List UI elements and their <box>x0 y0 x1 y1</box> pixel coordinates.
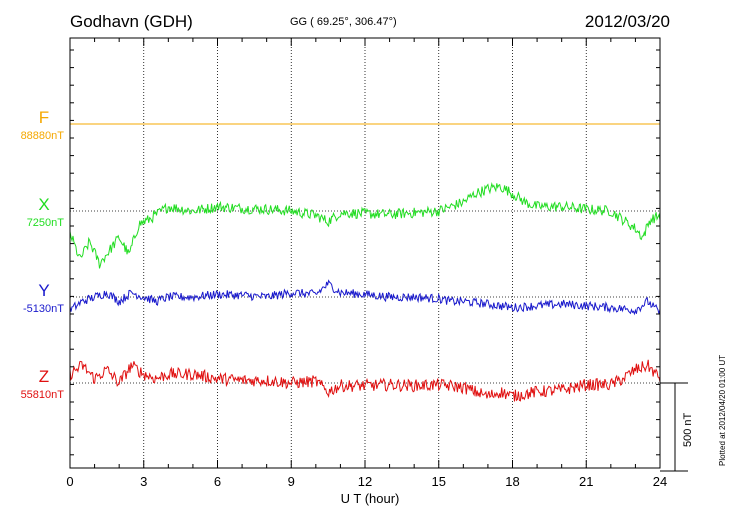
x-tick-label: 24 <box>653 474 667 489</box>
x-tick-label: 0 <box>66 474 73 489</box>
x-tick-label: 3 <box>140 474 147 489</box>
series-line-y <box>69 279 661 316</box>
axes-frame <box>69 37 661 469</box>
plotted-timestamp-note: Plotted at 2012/04/20 01:00 UT <box>718 354 727 466</box>
series-layer <box>69 123 661 402</box>
x-tick-label: 15 <box>432 474 446 489</box>
plot-frame <box>69 37 661 469</box>
series-line-x <box>69 182 661 269</box>
tick-marks <box>69 38 661 468</box>
scale-bar-label: 500 nT <box>682 412 694 447</box>
x-tick-label: 6 <box>214 474 221 489</box>
x-tick-label: 12 <box>358 474 372 489</box>
channel-baseline-y: -5130nT <box>23 303 64 315</box>
x-tick-label: 18 <box>505 474 519 489</box>
channel-baseline-x: 7250nT <box>26 217 64 229</box>
scale-bar <box>660 382 688 472</box>
x-tick-label: 21 <box>579 474 593 489</box>
x-axis-label: U T (hour) <box>340 491 400 506</box>
x-tick-labels: 0 3 6 9 12 15 18 21 24 <box>66 474 667 489</box>
channel-baseline-z: 55810nT <box>20 389 64 401</box>
channel-baseline-f: 88880nT <box>20 130 64 142</box>
grid-lines <box>70 38 660 468</box>
x-tick-label: 9 <box>288 474 295 489</box>
channel-name-z: Z <box>38 367 50 386</box>
plot-date: 2012/03/20 <box>584 12 670 31</box>
channel-name-f: F <box>38 108 50 127</box>
channel-name-x: X <box>38 195 50 214</box>
station-title: Godhavn (GDH) <box>70 12 193 31</box>
channel-name-y: Y <box>38 281 50 300</box>
station-coordinates: GG ( 69.25°, 306.47°) <box>290 16 397 28</box>
series-line-z <box>69 359 661 402</box>
